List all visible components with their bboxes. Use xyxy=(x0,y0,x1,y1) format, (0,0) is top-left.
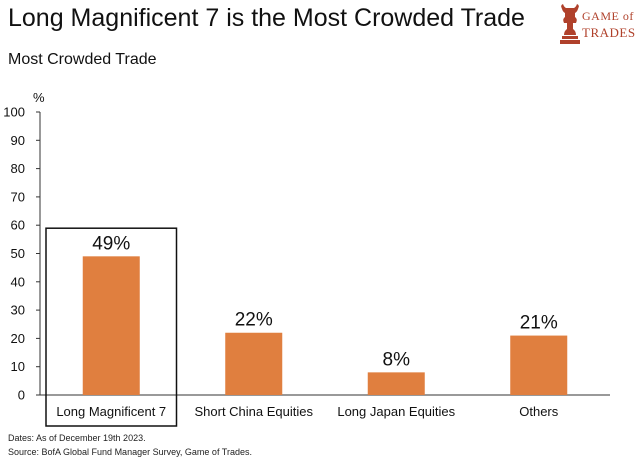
bar xyxy=(225,332,283,395)
y-tick-label: 20 xyxy=(11,331,25,346)
x-category-label: Long Magnificent 7 xyxy=(56,404,166,419)
x-category-label: Short China Equities xyxy=(194,404,313,419)
footnote-source: Source: BofA Global Fund Manager Survey,… xyxy=(8,447,252,457)
highlight-box xyxy=(45,227,178,427)
footnote-dates: Dates: As of December 19th 2023. xyxy=(8,433,146,443)
y-tick-label: 60 xyxy=(11,218,25,233)
y-tick-label: 100 xyxy=(3,105,25,120)
y-tick-label: 30 xyxy=(11,303,25,318)
chart-subtitle: Most Crowded Trade xyxy=(8,51,157,68)
bar-data-label: 8% xyxy=(383,349,411,370)
bar-chart: % 0 10 20 30 40 50 60 70 80 90 100 49% Long Magnifi… xyxy=(3,90,610,427)
bar xyxy=(82,256,140,395)
y-tick-label: 10 xyxy=(11,359,25,374)
y-tick-label: 0 xyxy=(18,388,25,403)
x-category-label: Others xyxy=(519,404,559,419)
y-axis-label: % xyxy=(33,90,45,105)
x-category-label: Long Japan Equities xyxy=(337,404,455,419)
bar xyxy=(510,335,568,395)
bar xyxy=(367,372,425,395)
y-tick-label: 80 xyxy=(11,161,25,176)
y-tick-label: 70 xyxy=(11,189,25,204)
y-tick-label: 40 xyxy=(11,274,25,289)
page-title: Long Magnificent 7 is the Most Crowded T… xyxy=(8,4,525,32)
bar-data-label: 49% xyxy=(92,233,130,254)
y-tick-label: 50 xyxy=(11,246,25,261)
bull-chess-knight-icon xyxy=(560,4,580,44)
y-tick-label: 90 xyxy=(11,133,25,148)
logo-line-2: TRADES xyxy=(582,25,636,40)
bar-data-label: 21% xyxy=(520,313,558,334)
bar-data-label: 22% xyxy=(235,310,273,331)
logo: GAME of TRADES xyxy=(558,3,638,49)
logo-line-1: GAME of xyxy=(582,9,634,23)
